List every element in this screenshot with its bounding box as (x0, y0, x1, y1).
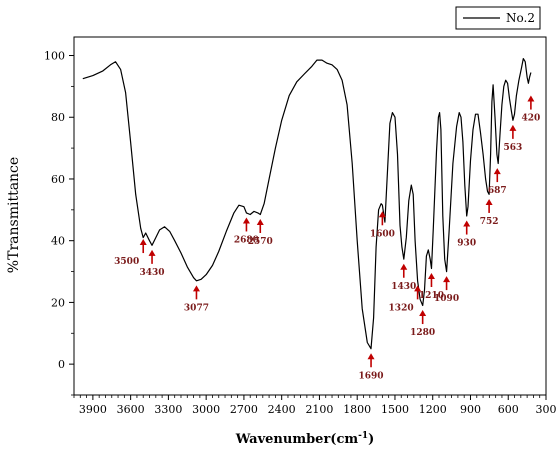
x-axis-title-superscript: -1 (358, 431, 368, 441)
y-tick-label: 100 (44, 50, 65, 63)
annotation-label: 687 (488, 186, 507, 196)
x-tick-label: 1800 (343, 403, 371, 416)
annotation-arrow-head (463, 220, 471, 227)
peak-annotation-563: 563 (503, 124, 522, 153)
annotation-arrow-head (367, 353, 375, 360)
series-line-no-2 (82, 58, 532, 350)
x-axis-title: Wavenumber(cm-1) (235, 431, 375, 447)
y-tick-label: 0 (58, 358, 65, 371)
annotation-arrow-head (485, 198, 493, 205)
plot-frame (73, 36, 547, 396)
annotation-arrow-head (509, 124, 517, 131)
annotation-label: 1430 (391, 282, 416, 292)
series-layer (82, 58, 532, 350)
x-tick-label: 3300 (154, 403, 182, 416)
x-tick-label: 1200 (419, 403, 447, 416)
y-axis-title: %Transmittance (6, 157, 22, 273)
annotation-arrow-head (139, 239, 147, 246)
x-tick-label: 2700 (230, 403, 258, 416)
x-axis-title-close: ) (368, 432, 374, 447)
peak-annotation-930: 930 (457, 220, 476, 249)
annotation-arrow-head (400, 263, 408, 270)
annotation-arrow-head (419, 310, 427, 317)
y-tick-label: 20 (51, 296, 65, 309)
peak-annotation-752: 752 (480, 198, 499, 227)
legend-entry-label: No.2 (506, 11, 535, 25)
annotation-arrow-head (256, 219, 264, 225)
peak-annotation-2570: 2570 (248, 219, 273, 247)
peak-annotation-1320: 1320 (389, 285, 422, 313)
peak-annotation-1280: 1280 (410, 310, 435, 338)
x-tick-label: 600 (498, 403, 519, 416)
peak-annotation-687: 687 (488, 168, 507, 196)
annotation-label: 563 (503, 143, 522, 153)
annotation-label: 1090 (434, 294, 459, 304)
annotation-label: 2680 (234, 235, 259, 245)
x-tick-label: 3000 (192, 403, 220, 416)
y-axis: 0 20 40 60 80 100 (44, 50, 74, 396)
annotation-label: 930 (457, 239, 476, 249)
annotation-arrow-head (242, 217, 250, 224)
peak-annotation-3500: 3500 (114, 239, 147, 267)
peak-annotation-1210: 1210 (419, 273, 444, 301)
peak-annotation-3430: 3430 (140, 249, 165, 278)
annotation-arrow-head (493, 168, 501, 175)
annotation-arrow-head (414, 285, 422, 292)
annotation-label: 1210 (419, 291, 444, 301)
x-axis-title-text: Wavenumber(cm (235, 432, 359, 447)
y-tick-label: 60 (51, 173, 65, 186)
legend: No.2 (455, 6, 541, 30)
peak-annotation-1600: 1600 (370, 211, 395, 239)
annotation-label: 2570 (248, 237, 273, 247)
annotation-arrow-head (148, 249, 156, 256)
x-tick-label: 2100 (305, 403, 333, 416)
peak-annotation-1430: 1430 (391, 263, 416, 292)
annotation-arrow-head (378, 211, 386, 218)
y-tick-label: 80 (51, 111, 65, 124)
x-tick-label: 3600 (117, 403, 145, 416)
peak-annotation-2680: 2680 (234, 217, 259, 245)
x-tick-label: 900 (460, 403, 481, 416)
x-axis: 3900 3600 3300 3000 2700 2400 2100 1800 1500 1200… (73, 395, 557, 416)
plot-border (73, 36, 547, 396)
annotation-arrow-head (527, 95, 535, 102)
y-tick-label: 40 (51, 235, 65, 248)
x-tick-label: 1500 (381, 403, 409, 416)
peak-annotation-3077: 3077 (184, 285, 209, 313)
x-tick-label: 3900 (79, 403, 107, 416)
annotation-label: 752 (480, 217, 499, 227)
x-tick-label: 2400 (268, 403, 296, 416)
annotation-label: 1690 (359, 371, 384, 381)
x-tick-label: 300 (536, 403, 557, 416)
peak-annotation-420: 420 (521, 95, 540, 124)
annotation-arrow-head (427, 273, 435, 280)
annotation-label: 3430 (140, 268, 165, 278)
annotation-arrow-head (443, 276, 451, 283)
annotation-arrow-head (192, 285, 200, 292)
annotation-label: 1280 (410, 328, 435, 338)
annotation-label: 420 (521, 114, 540, 124)
peak-annotation-1090: 1090 (434, 276, 459, 304)
annotation-label: 1320 (389, 303, 414, 313)
annotation-label: 3500 (114, 257, 139, 267)
annotation-label: 3077 (184, 303, 209, 313)
peak-annotation-1690: 1690 (359, 353, 384, 381)
annotation-label: 1600 (370, 229, 395, 239)
